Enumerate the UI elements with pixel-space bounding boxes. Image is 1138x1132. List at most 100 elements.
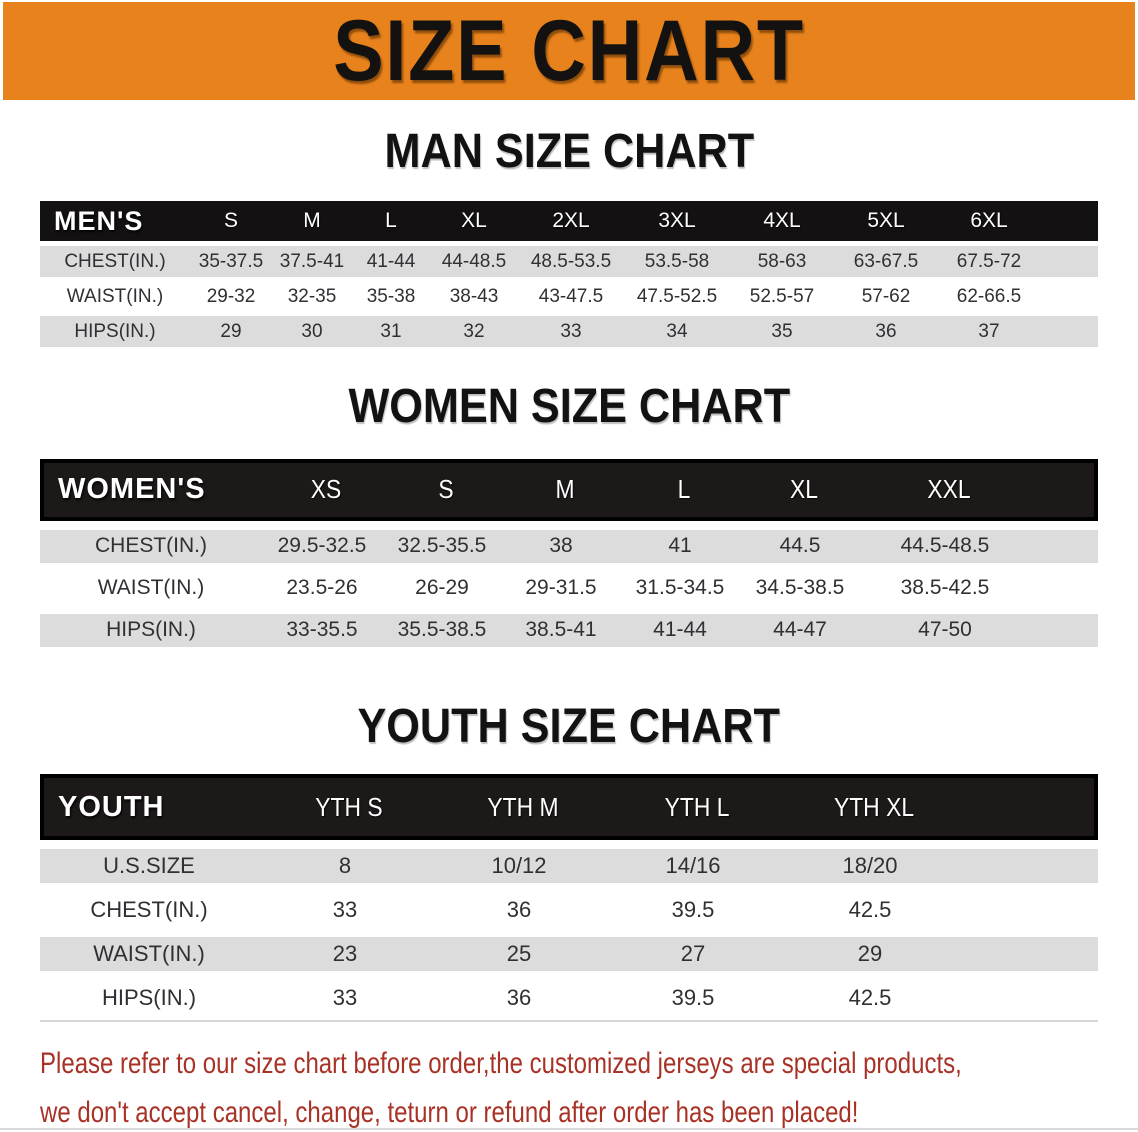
size-value: 29-32 — [206, 285, 256, 307]
size-value: 48.5-53.5 — [530, 250, 612, 272]
men-size-table: MEN'S S M L XL 2XL 3XL 4XL 5XL 6XL CHEST… — [40, 201, 1098, 350]
row-label: HIPS(IN.) — [101, 985, 197, 1011]
row-label: WAIST(IN.) — [93, 941, 205, 967]
column-header: L — [385, 209, 397, 233]
column-header: YTH XL — [833, 791, 915, 822]
women-chest-row: CHEST(IN.) 29.5-32.5 32.5-35.5 38 41 44.… — [40, 524, 1098, 567]
size-value: 29-31.5 — [525, 575, 597, 599]
size-value: 8 — [338, 853, 352, 879]
size-value: 36 — [506, 897, 532, 923]
youth-table-header: YOUTH YTH S YTH M YTH L YTH XL — [40, 774, 1098, 841]
size-value: 39.5 — [671, 897, 715, 923]
size-value: 41 — [668, 534, 692, 558]
size-value: 32-35 — [287, 285, 337, 307]
banner: SIZE CHART — [3, 2, 1135, 100]
size-value: 32.5-35.5 — [397, 534, 487, 558]
size-value: 57-62 — [861, 285, 911, 307]
size-value: 33-35.5 — [286, 618, 358, 642]
women-waist-row: WAIST(IN.) 23.5-26 26-29 29-31.5 31.5-34… — [40, 566, 1098, 609]
size-value: 38 — [549, 534, 573, 558]
row-label: CHEST(IN.) — [95, 534, 207, 558]
column-header: 6XL — [970, 209, 1008, 233]
size-value: 38-43 — [449, 285, 499, 307]
row-label: WAIST(IN.) — [97, 575, 205, 599]
size-value: 34 — [666, 320, 688, 342]
men-hips-row: HIPS(IN.) 29 30 31 32 33 34 35 36 37 — [40, 314, 1098, 350]
size-value: 34.5-38.5 — [755, 575, 845, 599]
column-header: YTH M — [487, 791, 559, 822]
size-value: 44-48.5 — [441, 250, 507, 272]
table-corner-label: MEN'S — [54, 205, 144, 236]
bottom-divider — [0, 1128, 1138, 1130]
size-value: 29 — [857, 941, 883, 967]
column-header: XS — [310, 474, 342, 505]
youth-waist-row: WAIST(IN.) 23 25 27 29 — [40, 932, 1098, 977]
size-value: 31 — [380, 320, 402, 342]
size-value: 26-29 — [415, 575, 469, 599]
column-header: XXL — [927, 474, 971, 505]
size-value: 52.5-57 — [749, 285, 815, 307]
row-label: WAIST(IN.) — [66, 285, 164, 307]
column-header: S — [223, 209, 238, 233]
size-value: 33 — [332, 897, 358, 923]
column-header: 2XL — [552, 209, 590, 233]
size-value: 18/20 — [842, 853, 898, 879]
size-value: 38.5-41 — [525, 618, 597, 642]
size-value: 41-44 — [653, 618, 707, 642]
notice-line-text: we don't accept cancel, change, teturn o… — [40, 1096, 859, 1130]
women-heading-text: WOMEN SIZE CHART — [348, 380, 790, 434]
size-value: 30 — [301, 320, 323, 342]
size-value: 36 — [875, 320, 897, 342]
men-waist-row: WAIST(IN.) 29-32 32-35 35-38 38-43 43-47… — [40, 279, 1098, 315]
row-label: HIPS(IN.) — [106, 618, 196, 642]
youth-chest-row: CHEST(IN.) 33 36 39.5 42.5 — [40, 888, 1098, 933]
notice-line: we don't accept cancel, change, teturn o… — [40, 1091, 1138, 1132]
man-heading-text: MAN SIZE CHART — [384, 125, 754, 178]
size-value: 44-47 — [773, 618, 827, 642]
size-value: 35-37.5 — [198, 250, 264, 272]
size-value: 63-67.5 — [853, 250, 919, 272]
size-value: 67.5-72 — [956, 250, 1022, 272]
size-value: 41-44 — [366, 250, 416, 272]
row-label: CHEST(IN.) — [90, 897, 208, 923]
size-value: 27 — [680, 941, 706, 967]
column-header: M — [555, 474, 575, 505]
size-value: 35.5-38.5 — [397, 618, 487, 642]
size-value: 33 — [560, 320, 582, 342]
order-notice: Please refer to our size chart before or… — [40, 1042, 1138, 1132]
youth-section-heading: YOUTH SIZE CHART — [0, 699, 1138, 753]
size-value: 33 — [332, 985, 358, 1011]
men-table-header: MEN'S S M L XL 2XL 3XL 4XL 5XL 6XL — [40, 201, 1098, 242]
size-value: 35 — [771, 320, 793, 342]
size-value: 62-66.5 — [956, 285, 1022, 307]
size-value: 44.5 — [779, 534, 821, 558]
women-hips-row: HIPS(IN.) 33-35.5 35.5-38.5 38.5-41 41-4… — [40, 608, 1098, 651]
column-header: 4XL — [763, 209, 801, 233]
size-value: 29.5-32.5 — [277, 534, 367, 558]
women-table-header: WOMEN'S XS S M L XL XXL — [40, 458, 1098, 521]
size-value: 10/12 — [491, 853, 547, 879]
column-header: XL — [461, 209, 487, 233]
women-section-heading: WOMEN SIZE CHART — [0, 380, 1138, 434]
column-header: L — [677, 474, 691, 505]
size-value: 39.5 — [671, 985, 715, 1011]
size-value: 37 — [978, 320, 1000, 342]
size-value: 42.5 — [848, 897, 892, 923]
women-size-table: WOMEN'S XS S M L XL XXL CHEST(IN.) 29.5-… — [40, 458, 1098, 651]
column-header: YTH L — [664, 791, 730, 822]
column-header: M — [303, 209, 321, 233]
row-label: CHEST(IN.) — [64, 250, 166, 272]
youth-ussize-row: U.S.SIZE 8 10/12 14/16 18/20 — [40, 844, 1098, 889]
column-header: YTH S — [315, 791, 383, 822]
size-value: 29 — [220, 320, 242, 342]
youth-heading-text: YOUTH SIZE CHART — [357, 699, 781, 753]
size-value: 23 — [332, 941, 358, 967]
man-section-heading: MAN SIZE CHART — [0, 125, 1138, 178]
size-value: 43-47.5 — [538, 285, 604, 307]
row-label: U.S.SIZE — [103, 853, 195, 879]
size-value: 25 — [506, 941, 532, 967]
size-value: 47.5-52.5 — [636, 285, 718, 307]
row-label: HIPS(IN.) — [74, 320, 156, 342]
column-header: 3XL — [658, 209, 696, 233]
